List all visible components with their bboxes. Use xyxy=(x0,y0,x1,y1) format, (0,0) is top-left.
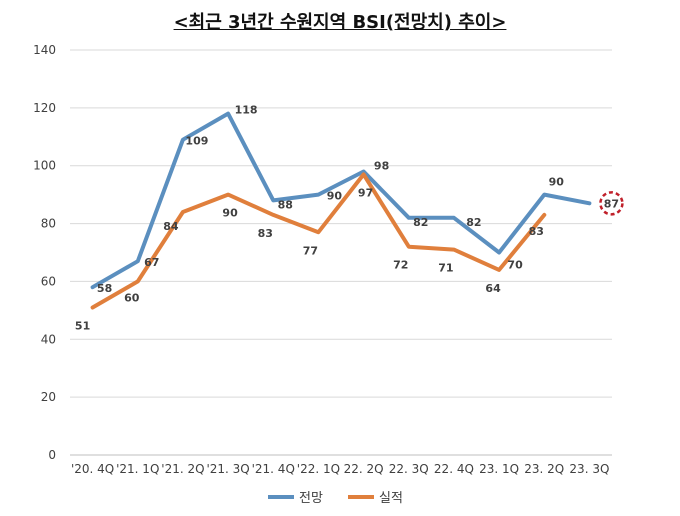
x-tick-label: 23. 3Q xyxy=(569,462,609,476)
data-label: 64 xyxy=(485,282,501,295)
data-label: 83 xyxy=(529,225,544,238)
y-tick-label: 100 xyxy=(33,159,56,173)
series-line-0 xyxy=(90,111,592,290)
x-tick-label: 23. 1Q xyxy=(479,462,519,476)
data-label: 67 xyxy=(144,256,159,269)
x-tick-label: '22. 1Q xyxy=(297,462,340,476)
data-label: 82 xyxy=(413,216,428,229)
y-tick-label: 120 xyxy=(33,101,56,115)
legend-label: 실적 xyxy=(379,491,403,506)
x-tick-label: 23. 2Q xyxy=(524,462,564,476)
y-tick-label: 20 xyxy=(41,390,56,404)
legend-label: 전망 xyxy=(299,491,323,506)
data-label: 58 xyxy=(97,282,112,295)
data-label: 98 xyxy=(374,160,389,173)
data-label: 60 xyxy=(124,291,140,304)
data-label: 109 xyxy=(185,135,208,148)
x-tick-label: '21. 4Q xyxy=(252,462,295,476)
data-label: 84 xyxy=(163,220,179,233)
x-tick-label: '21. 2Q xyxy=(161,462,204,476)
data-label: 97 xyxy=(358,186,373,199)
data-label: 77 xyxy=(303,244,318,257)
x-tick-label: '21. 1Q xyxy=(116,462,159,476)
highlight-label: 87 xyxy=(604,197,619,210)
x-tick-label: 22. 2Q xyxy=(344,462,384,476)
x-tick-label: '21. 3Q xyxy=(206,462,249,476)
data-label: 90 xyxy=(327,190,343,203)
y-tick-label: 80 xyxy=(41,217,56,231)
data-label: 88 xyxy=(278,198,293,211)
data-label: 90 xyxy=(222,207,238,220)
x-tick-label: 22. 3Q xyxy=(389,462,429,476)
chart-title: <최근 3년간 수원지역 BSI(전망치) 추이> xyxy=(173,12,507,33)
data-label: 118 xyxy=(235,104,258,117)
x-tick-label: '20. 4Q xyxy=(71,462,114,476)
data-label: 83 xyxy=(258,227,273,240)
data-label: 90 xyxy=(549,176,565,189)
data-label: 71 xyxy=(438,262,453,275)
data-label: 82 xyxy=(466,216,481,229)
highlight-circle xyxy=(599,191,624,216)
y-tick-label: 0 xyxy=(48,448,56,462)
x-tick-label: 22. 4Q xyxy=(434,462,474,476)
y-tick-label: 60 xyxy=(41,274,56,288)
data-label: 72 xyxy=(393,259,408,272)
y-tick-label: 140 xyxy=(33,43,56,57)
data-label: 70 xyxy=(507,259,523,272)
y-tick-label: 40 xyxy=(41,332,56,346)
series-line-1 xyxy=(90,172,547,310)
data-label: 51 xyxy=(75,319,90,332)
